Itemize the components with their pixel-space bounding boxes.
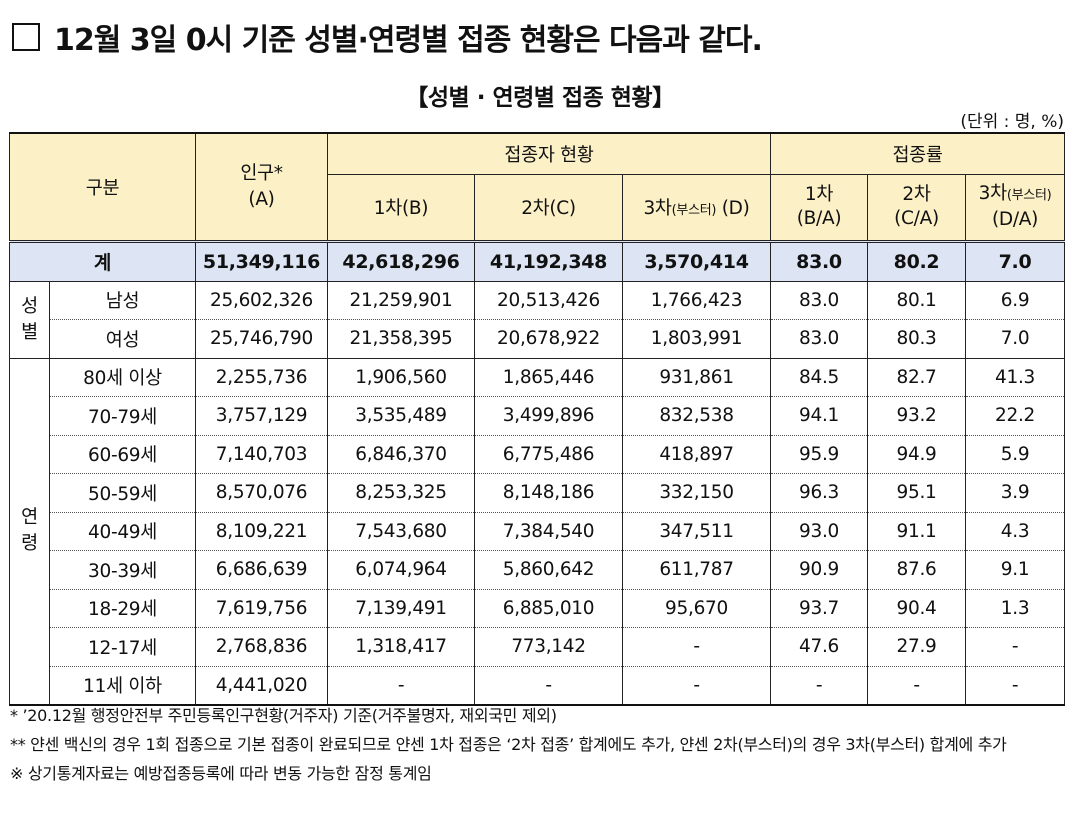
heading: 12월 3일 0시 기준 성별·연령별 접종 현황은 다음과 같다. [10, 12, 763, 62]
table-row: 40-49세 8,109,221 7,543,680 7,384,540 347… [10, 512, 1066, 551]
table-row: 50-59세 8,570,076 8,253,325 8,148,186 332… [10, 473, 1066, 513]
footnote: ※ 상기통계자료는 예방접종등록에 따라 변동 가능한 잠정 통계임 [10, 764, 432, 783]
footnote: * ’20.12월 행정안전부 주민등록인구현황(거주자) 기준(거주불명자, … [10, 706, 557, 725]
unit-note: (단위 : 명, %) [960, 112, 1064, 132]
vaccination-table: 구분 인구* (A) 접종자 현황 접종률 1차(B) 2차(C) 3차(부스터)… [8, 132, 1066, 706]
table-row: 18-29세 7,619,756 7,139,491 6,885,010 95,… [10, 589, 1066, 628]
checkbox-square-icon [12, 23, 40, 51]
header-rate2: 2차 (C/A) [867, 174, 967, 242]
table-row: 60-69세 7,140,703 6,846,370 6,775,486 418… [10, 435, 1066, 474]
header-population: 인구* (A) [195, 132, 329, 242]
header-rate1: 1차 (B/A) [770, 174, 869, 242]
header-rate-group: 접종률 [770, 132, 1066, 175]
footnotes: * ’20.12월 행정안전부 주민등록인구현황(거주자) 기준(거주불명자, … [10, 704, 1072, 791]
header-rate3: 3차(부스터) (D/A) [965, 174, 1066, 242]
table-row: 70-79세 3,757,129 3,535,489 3,499,896 832… [10, 396, 1066, 436]
table-row: 여성 25,746,790 21,358,395 20,678,922 1,80… [10, 319, 1066, 359]
table-title: 【성별 · 연령별 접종 현황】 [405, 85, 675, 111]
total-row: 계 51,349,116 42,618,296 41,192,348 3,570… [8, 239, 1066, 282]
table-row: 11세 이하 4,441,020 - - - - - - [10, 666, 1066, 706]
table-row: 30-39세 6,686,639 6,074,964 5,860,642 611… [10, 550, 1066, 590]
header-vaccinated-group: 접종자 현황 [327, 132, 772, 175]
header-dose2: 2차(C) [474, 174, 624, 242]
header-category: 구분 [8, 132, 197, 242]
header-dose1: 1차(B) [327, 174, 476, 242]
footnote: ** 얀센 백신의 경우 1회 접종으로 기본 접종이 완료되므로 얀센 1차 … [10, 735, 1007, 754]
table-row: 12-17세 2,768,836 1,318,417 773,142 - 47.… [10, 627, 1066, 667]
header-dose3: 3차(부스터) (D) [622, 174, 772, 242]
heading-text: 12월 3일 0시 기준 성별·연령별 접종 현황은 다음과 같다. [54, 23, 763, 58]
